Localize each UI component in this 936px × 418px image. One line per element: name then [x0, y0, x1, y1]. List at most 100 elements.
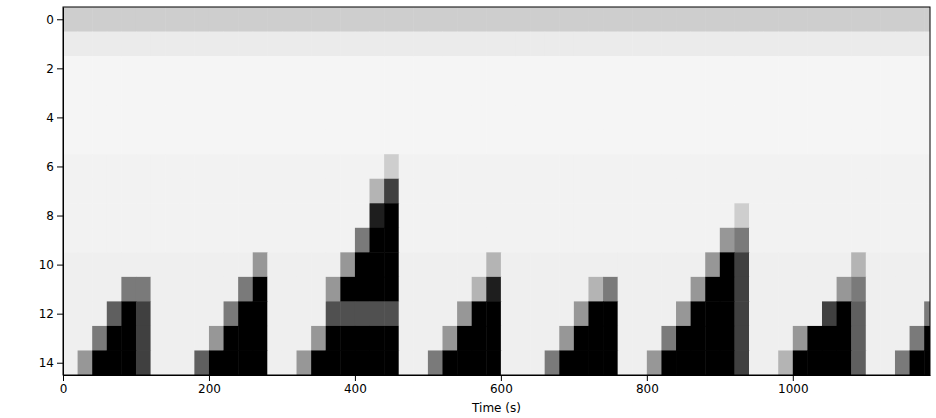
cell	[355, 179, 370, 204]
cell	[340, 81, 355, 106]
cell	[63, 56, 78, 81]
cell	[764, 7, 779, 32]
cell	[676, 350, 691, 375]
cell	[866, 228, 881, 253]
cell	[399, 130, 414, 155]
cell	[428, 130, 443, 155]
cell	[209, 326, 224, 351]
cell	[151, 179, 166, 204]
y-tick-mark	[57, 166, 63, 167]
cell	[778, 130, 793, 155]
cell	[924, 56, 930, 81]
cell	[209, 277, 224, 302]
cell	[165, 301, 180, 326]
cell	[457, 301, 472, 326]
cell	[180, 326, 195, 351]
cell	[194, 56, 209, 81]
cell	[238, 252, 253, 277]
cell	[267, 154, 282, 179]
cell	[632, 203, 647, 228]
cell	[618, 203, 633, 228]
cell	[457, 228, 472, 253]
cell	[311, 32, 326, 57]
cell	[530, 301, 545, 326]
cell	[370, 105, 385, 130]
cell	[209, 154, 224, 179]
cell	[326, 105, 341, 130]
cell	[501, 7, 516, 32]
cell	[661, 81, 676, 106]
cell	[384, 154, 399, 179]
cell	[238, 130, 253, 155]
cell	[78, 350, 93, 375]
cell	[442, 203, 457, 228]
cell	[78, 154, 93, 179]
cell	[355, 350, 370, 375]
cell	[121, 203, 136, 228]
cell	[107, 32, 122, 57]
cell	[326, 179, 341, 204]
cell	[107, 301, 122, 326]
cell	[764, 32, 779, 57]
cell	[545, 252, 560, 277]
cell	[428, 350, 443, 375]
cell	[778, 81, 793, 106]
cell	[238, 154, 253, 179]
cell	[764, 277, 779, 302]
cell	[720, 56, 735, 81]
cell	[647, 179, 662, 204]
cell	[136, 32, 151, 57]
cell	[107, 228, 122, 253]
cell	[282, 350, 297, 375]
cell	[676, 105, 691, 130]
cell	[749, 350, 764, 375]
cell	[370, 81, 385, 106]
cell	[413, 203, 428, 228]
cell	[194, 154, 209, 179]
cell	[574, 130, 589, 155]
cell	[384, 32, 399, 57]
cell	[603, 105, 618, 130]
cell	[486, 228, 501, 253]
cell	[311, 105, 326, 130]
cell	[632, 277, 647, 302]
cell	[253, 203, 268, 228]
cell	[749, 252, 764, 277]
cell	[238, 326, 253, 351]
cell	[734, 105, 749, 130]
cell	[924, 105, 930, 130]
cell	[647, 130, 662, 155]
cell	[793, 81, 808, 106]
y-tick-label: 10	[39, 258, 54, 272]
cell	[530, 130, 545, 155]
cell	[618, 105, 633, 130]
cell	[851, 301, 866, 326]
cell	[749, 32, 764, 57]
cell	[63, 154, 78, 179]
cell	[574, 301, 589, 326]
cell	[851, 105, 866, 130]
x-tick-label: 0	[60, 382, 68, 396]
cell	[837, 203, 852, 228]
cell	[866, 277, 881, 302]
cell	[224, 277, 239, 302]
cell	[442, 32, 457, 57]
y-axis-line	[63, 8, 64, 376]
cell	[822, 301, 837, 326]
cell	[851, 277, 866, 302]
cell	[136, 228, 151, 253]
x-tick-mark	[209, 375, 210, 381]
cell	[837, 326, 852, 351]
cell	[267, 252, 282, 277]
cell	[603, 154, 618, 179]
cell	[355, 277, 370, 302]
cell	[647, 277, 662, 302]
y-tick: 6	[46, 160, 63, 174]
cell	[530, 179, 545, 204]
cell	[209, 130, 224, 155]
cell	[282, 301, 297, 326]
cell	[924, 179, 930, 204]
cell	[924, 228, 930, 253]
cell	[63, 7, 78, 32]
cell	[822, 130, 837, 155]
